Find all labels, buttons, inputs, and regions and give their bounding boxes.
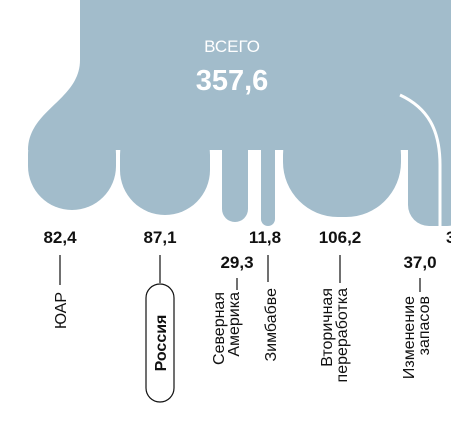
node-label: переработка bbox=[334, 288, 351, 383]
total-value: 357,6 bbox=[196, 65, 269, 97]
flow-lobe bbox=[28, 110, 116, 210]
flow-shape bbox=[28, 0, 451, 226]
highlight-pill bbox=[145, 283, 175, 403]
node-label: Зимбабве bbox=[263, 288, 280, 362]
node-value: 82,4 bbox=[43, 228, 77, 247]
node-label: Америка bbox=[226, 292, 243, 357]
flow-lobe bbox=[222, 120, 248, 222]
node-value: 11,8 bbox=[249, 228, 281, 247]
node-label: Вторичная bbox=[319, 288, 336, 367]
total-label: ВСЕГО bbox=[204, 37, 260, 56]
gap bbox=[277, 150, 281, 230]
node-value: 29,3 bbox=[220, 253, 253, 272]
flow-lobe bbox=[261, 120, 275, 226]
node-label: Россия bbox=[153, 315, 170, 372]
gap bbox=[216, 150, 220, 230]
node-value: 87,1 bbox=[143, 228, 176, 247]
flow-lobe bbox=[120, 110, 210, 215]
node-label: запасов bbox=[416, 296, 433, 355]
node-value: 37,0 bbox=[403, 253, 436, 272]
node-value: 3 bbox=[446, 228, 451, 247]
flow-separator bbox=[399, 93, 442, 232]
flow-lobe bbox=[408, 120, 451, 226]
gap bbox=[251, 150, 259, 230]
node-value: 106,2 bbox=[319, 228, 362, 247]
node-label: ЮАР bbox=[53, 292, 70, 329]
node-label: Северная bbox=[211, 292, 228, 365]
flow-lobe bbox=[283, 100, 401, 217]
node-label: Изменение bbox=[401, 296, 418, 379]
